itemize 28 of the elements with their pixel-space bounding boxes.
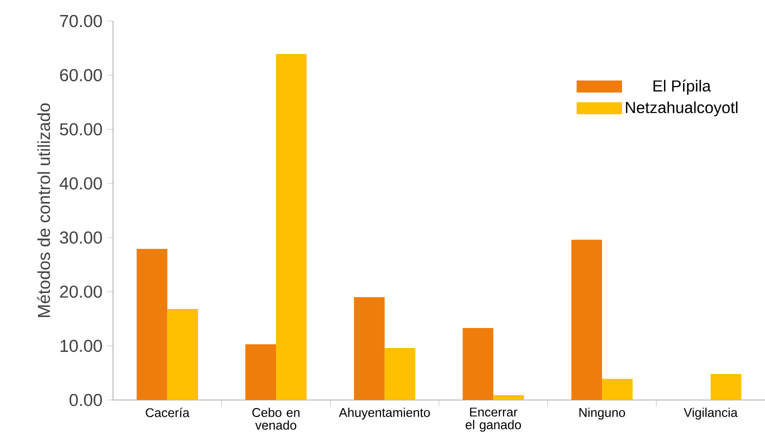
x-tick-label: Vigilancia — [684, 408, 738, 420]
bar — [571, 240, 602, 400]
x-tick-label: Ninguno — [579, 408, 626, 420]
x-tick-label: Cacería — [146, 408, 190, 418]
bar — [710, 374, 742, 400]
y-tick-label: 70.00 — [60, 14, 102, 28]
bar — [602, 378, 633, 400]
legend-label: El Pípila — [654, 80, 711, 95]
bar — [245, 344, 276, 400]
x-tick-label: Encerrar el ganado — [466, 408, 521, 432]
bar — [462, 328, 494, 400]
y-tick-label: 0.00 — [70, 394, 102, 406]
bar — [493, 395, 524, 400]
y-tick-label: 10.00 — [60, 340, 102, 352]
bar — [354, 297, 385, 400]
bar — [384, 348, 416, 400]
y-tick-label: 20.00 — [60, 286, 102, 298]
bar — [136, 248, 168, 400]
bar — [167, 309, 198, 400]
x-tick-label: Ahuyentamiento — [338, 408, 430, 420]
y-tick-label: 50.00 — [60, 123, 102, 136]
legend-label: Netzahualcoyotl — [626, 101, 738, 116]
bar — [276, 54, 307, 400]
y-tick-label: 30.00 — [60, 231, 102, 244]
y-axis-title: Métodos de control utilizado — [37, 103, 50, 317]
y-tick-label: 60.00 — [60, 69, 102, 82]
x-tick-label: Cebo en venado — [252, 408, 300, 430]
y-tick-label: 40.00 — [60, 177, 102, 190]
